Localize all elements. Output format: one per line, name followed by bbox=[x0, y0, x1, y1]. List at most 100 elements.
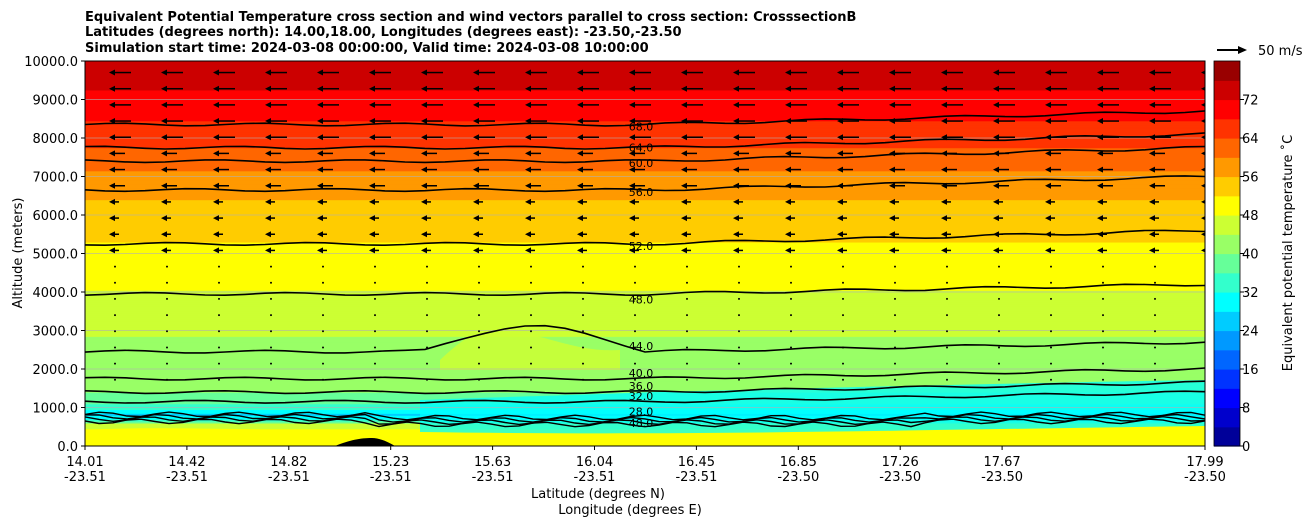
wind-vector bbox=[374, 314, 376, 317]
contour-lines bbox=[85, 110, 1205, 428]
wind-vector bbox=[998, 265, 1000, 268]
wind-vector-head bbox=[1201, 151, 1205, 156]
contour-band bbox=[85, 307, 1205, 310]
wind-vector bbox=[1102, 378, 1104, 381]
contour-band bbox=[85, 218, 1205, 222]
wind-vector-head bbox=[265, 101, 271, 108]
wind-vector-head bbox=[785, 134, 791, 141]
wind-vector bbox=[1206, 379, 1208, 381]
wind-vector-head bbox=[837, 134, 843, 141]
contour-band bbox=[85, 330, 1205, 334]
wind-vector bbox=[998, 297, 1000, 300]
wind-vector-head bbox=[1097, 118, 1103, 125]
contour-band bbox=[85, 249, 1205, 253]
contour-band bbox=[85, 305, 1205, 308]
wind-vector bbox=[790, 330, 792, 333]
wind-vector bbox=[998, 314, 1000, 317]
contour-band bbox=[85, 290, 1205, 293]
wind-vector-head bbox=[473, 69, 479, 76]
contour-label: 48.0 bbox=[629, 417, 654, 430]
wind-vector bbox=[790, 314, 792, 317]
wind-vector bbox=[842, 314, 844, 317]
contour-label: 44.0 bbox=[629, 340, 654, 353]
contour-band bbox=[85, 157, 1205, 160]
wind-vector-head bbox=[317, 182, 323, 189]
contour-label: 28.0 bbox=[629, 405, 654, 418]
contour-band bbox=[85, 318, 1205, 322]
wind-vector bbox=[790, 362, 792, 365]
wind-vector-head bbox=[733, 69, 739, 76]
contour-band bbox=[85, 66, 1205, 70]
wind-vector bbox=[270, 362, 272, 365]
wind-vector-head bbox=[1149, 69, 1155, 76]
wind-vector bbox=[582, 378, 584, 381]
wind-vector bbox=[634, 330, 636, 333]
wind-vector-head bbox=[369, 118, 375, 125]
wind-vector bbox=[166, 378, 168, 381]
wind-vector-head bbox=[1201, 135, 1205, 140]
y-axis-label: Altitude (meters) bbox=[11, 198, 26, 309]
contour-band bbox=[85, 272, 1205, 276]
wind-vector bbox=[1206, 363, 1208, 365]
contour-band bbox=[85, 201, 1205, 205]
contour-line bbox=[85, 390, 1205, 404]
x-tick-label-lon: -23.51 bbox=[675, 470, 717, 485]
wind-vector-head bbox=[889, 85, 895, 92]
x-axis: 14.01-23.5114.42-23.5114.82-23.5115.23-2… bbox=[64, 446, 1226, 485]
wind-vector bbox=[1154, 362, 1156, 365]
contour-line-lowlevel bbox=[85, 415, 1205, 426]
wind-vector bbox=[166, 297, 168, 300]
x-tick-label-lat: 15.63 bbox=[474, 455, 511, 470]
contour-band bbox=[85, 236, 1205, 239]
wind-vector-head bbox=[785, 198, 791, 205]
wind-vector bbox=[634, 362, 636, 365]
wind-vector-head bbox=[993, 247, 999, 254]
wind-vector-head bbox=[109, 69, 115, 76]
contour-band bbox=[85, 347, 1205, 351]
contour-band bbox=[85, 211, 1205, 214]
wind-vector-head bbox=[577, 215, 583, 222]
contour-band bbox=[85, 61, 1205, 64]
wind-vector-head bbox=[1045, 231, 1051, 238]
wind-vector bbox=[270, 346, 272, 349]
wind-vector bbox=[582, 281, 584, 284]
contour-band bbox=[85, 220, 1205, 224]
contour-line bbox=[85, 145, 1205, 164]
wind-vector bbox=[686, 281, 688, 284]
wind-vector-head bbox=[1045, 134, 1051, 141]
x-tick-label-lat: 16.45 bbox=[678, 455, 715, 470]
wind-vector bbox=[738, 281, 740, 284]
wind-vector bbox=[270, 314, 272, 317]
contour-band bbox=[85, 320, 1205, 324]
colorbar: 0 8 16 24 32 40 48 56 64 72 bbox=[1213, 60, 1259, 455]
wind-vector-head bbox=[213, 182, 219, 189]
wind-vector bbox=[478, 346, 480, 349]
wind-vector bbox=[218, 362, 220, 365]
wind-vector-head bbox=[1097, 215, 1103, 222]
contour-band bbox=[85, 124, 1205, 128]
wind-vector bbox=[322, 265, 324, 268]
wind-vector bbox=[1102, 314, 1104, 317]
y-tick-label: 5000.0 bbox=[33, 248, 79, 263]
contour-band bbox=[85, 182, 1205, 185]
wind-vector-head bbox=[1149, 166, 1155, 173]
wind-vector-head bbox=[525, 118, 531, 125]
wind-vector-head bbox=[837, 118, 843, 125]
wind-vector-head bbox=[629, 101, 635, 108]
wind-vector bbox=[374, 362, 376, 365]
contour-band bbox=[85, 161, 1205, 164]
wind-vector-head bbox=[473, 101, 479, 108]
wind-vector-head bbox=[317, 215, 323, 222]
wind-vector-head bbox=[1045, 215, 1051, 222]
wind-vector bbox=[582, 297, 584, 300]
contour-band bbox=[85, 286, 1205, 289]
wind-vector bbox=[686, 378, 688, 381]
wind-vector bbox=[114, 314, 116, 317]
wind-vector bbox=[478, 265, 480, 268]
wind-vector bbox=[894, 314, 896, 317]
contour-band bbox=[85, 170, 1205, 174]
wind-vector-head bbox=[1097, 134, 1103, 141]
wind-vector-head bbox=[473, 118, 479, 125]
contour-band bbox=[85, 241, 1205, 245]
wind-vector-head bbox=[993, 166, 999, 173]
